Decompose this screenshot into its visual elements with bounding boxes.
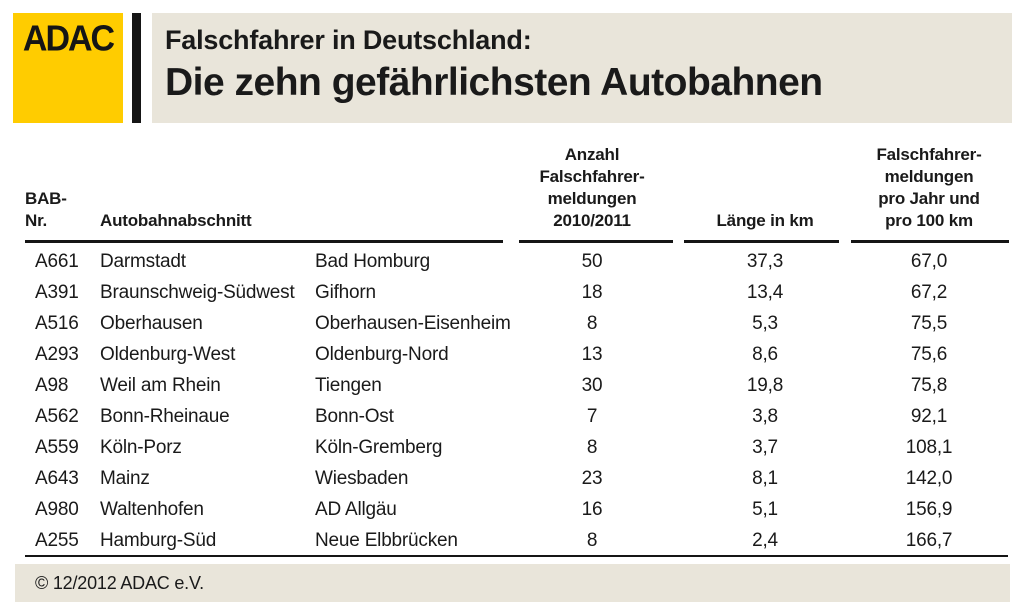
column-header-abschnitt: Autobahnabschnitt <box>100 211 252 230</box>
cell-to: Bad Homburg <box>315 251 431 272</box>
cell-rate: 75,5 <box>910 313 948 334</box>
cell-count: 8 <box>586 313 598 334</box>
cell-from: Bonn-Rheinaue <box>100 406 230 427</box>
cell-from: Hamburg-Süd <box>100 530 217 551</box>
cell-rate: 92,1 <box>910 406 948 427</box>
cell-to: Tiengen <box>315 375 382 396</box>
cell-count: 13 <box>581 344 603 365</box>
title-box: Falschfahrer in Deutschland: Die zehn ge… <box>152 13 1012 123</box>
cell-length: 13,4 <box>746 282 784 303</box>
cell-rate: 67,2 <box>910 282 948 303</box>
cell-length: 19,8 <box>746 375 784 396</box>
table-row: A562 Bonn-Rheinaue Bonn-Ost 7 3,8 92,1 <box>0 401 1024 432</box>
table-row: A559 Köln-Porz Köln-Gremberg 8 3,7 108,1 <box>0 432 1024 463</box>
cell-length: 2,4 <box>752 530 778 551</box>
cell-length: 3,7 <box>752 437 778 458</box>
table-row: A391 Braunschweig-Südwest Gifhorn 18 13,… <box>0 277 1024 308</box>
adac-logo: ADAC <box>13 13 123 123</box>
header-rule-rate <box>851 240 1009 243</box>
cell-rate: 67,0 <box>910 251 948 272</box>
header-rule-laenge <box>684 240 839 243</box>
column-header-meldungen: Anzahl Falschfahrer- meldungen 2010/2011 <box>539 145 645 230</box>
cell-to: Oberhausen-Eisenheim <box>315 313 511 334</box>
cell-to: Köln-Gremberg <box>315 437 443 458</box>
table-row: A293 Oldenburg-West Oldenburg-Nord 13 8,… <box>0 339 1024 370</box>
cell-from: Waltenhofen <box>100 499 204 520</box>
cell-length: 37,3 <box>746 251 784 272</box>
cell-rate: 75,6 <box>910 344 948 365</box>
cell-bab: A643 <box>35 468 79 489</box>
cell-rate: 108,1 <box>905 437 953 458</box>
table-row: A980 Waltenhofen AD Allgäu 16 5,1 156,9 <box>0 494 1024 525</box>
header-rule-meldungen <box>519 240 673 243</box>
cell-count: 30 <box>581 375 603 396</box>
cell-rate: 142,0 <box>905 468 953 489</box>
cell-count: 7 <box>586 406 598 427</box>
cell-rate: 166,7 <box>905 530 953 551</box>
cell-length: 3,8 <box>752 406 778 427</box>
cell-bab: A559 <box>35 437 79 458</box>
title-subtitle: Falschfahrer in Deutschland: <box>165 25 532 55</box>
header-rule-abschnitt <box>25 240 503 243</box>
cell-bab: A562 <box>35 406 79 427</box>
cell-bab: A293 <box>35 344 79 365</box>
table-row: A643 Mainz Wiesbaden 23 8,1 142,0 <box>0 463 1024 494</box>
cell-from: Weil am Rhein <box>100 375 221 396</box>
cell-bab: A255 <box>35 530 79 551</box>
table-body: A661 Darmstadt Bad Homburg 50 37,3 67,0 … <box>0 246 1024 556</box>
cell-rate: 156,9 <box>905 499 953 520</box>
cell-bab: A980 <box>35 499 79 520</box>
cell-count: 16 <box>581 499 603 520</box>
table-row: A661 Darmstadt Bad Homburg 50 37,3 67,0 <box>0 246 1024 277</box>
cell-length: 8,6 <box>752 344 778 365</box>
column-header-rate: Falschfahrer- meldungen pro Jahr und pro… <box>876 145 982 230</box>
cell-count: 8 <box>586 437 598 458</box>
cell-to: Oldenburg-Nord <box>315 344 449 365</box>
cell-count: 23 <box>581 468 603 489</box>
cell-to: Neue Elbbrücken <box>315 530 458 551</box>
cell-bab: A661 <box>35 251 79 272</box>
cell-from: Braunschweig-Südwest <box>100 282 295 303</box>
adac-logo-text: ADAC <box>22 19 115 59</box>
cell-bab: A98 <box>35 375 69 396</box>
cell-length: 5,3 <box>752 313 778 334</box>
cell-count: 18 <box>581 282 603 303</box>
table-row: A98 Weil am Rhein Tiengen 30 19,8 75,8 <box>0 370 1024 401</box>
page-title: Die zehn gefährlichsten Autobahnen <box>165 61 823 104</box>
column-header-laenge: Länge in km <box>716 211 814 230</box>
cell-to: AD Allgäu <box>315 499 397 520</box>
table-row: A255 Hamburg-Süd Neue Elbbrücken 8 2,4 1… <box>0 525 1024 556</box>
cell-bab: A391 <box>35 282 79 303</box>
cell-bab: A516 <box>35 313 79 334</box>
cell-length: 8,1 <box>752 468 778 489</box>
table-bottom-rule <box>25 555 1008 557</box>
cell-from: Mainz <box>100 468 150 489</box>
copyright-text: © 12/2012 ADAC e.V. <box>35 573 204 593</box>
cell-to: Wiesbaden <box>315 468 409 489</box>
cell-length: 5,1 <box>752 499 778 520</box>
cell-count: 50 <box>581 251 603 272</box>
table-row: A516 Oberhausen Oberhausen-Eisenheim 8 5… <box>0 308 1024 339</box>
logo-divider-bar <box>132 13 141 123</box>
cell-count: 8 <box>586 530 598 551</box>
cell-from: Köln-Porz <box>100 437 182 458</box>
cell-from: Darmstadt <box>100 251 186 272</box>
cell-to: Bonn-Ost <box>315 406 394 427</box>
cell-to: Gifhorn <box>315 282 376 303</box>
footer-bar: © 12/2012 ADAC e.V. <box>15 564 1010 602</box>
cell-from: Oldenburg-West <box>100 344 236 365</box>
cell-rate: 75,8 <box>910 375 948 396</box>
column-header-bab-nr: BAB- Nr. <box>25 189 67 230</box>
cell-from: Oberhausen <box>100 313 203 334</box>
